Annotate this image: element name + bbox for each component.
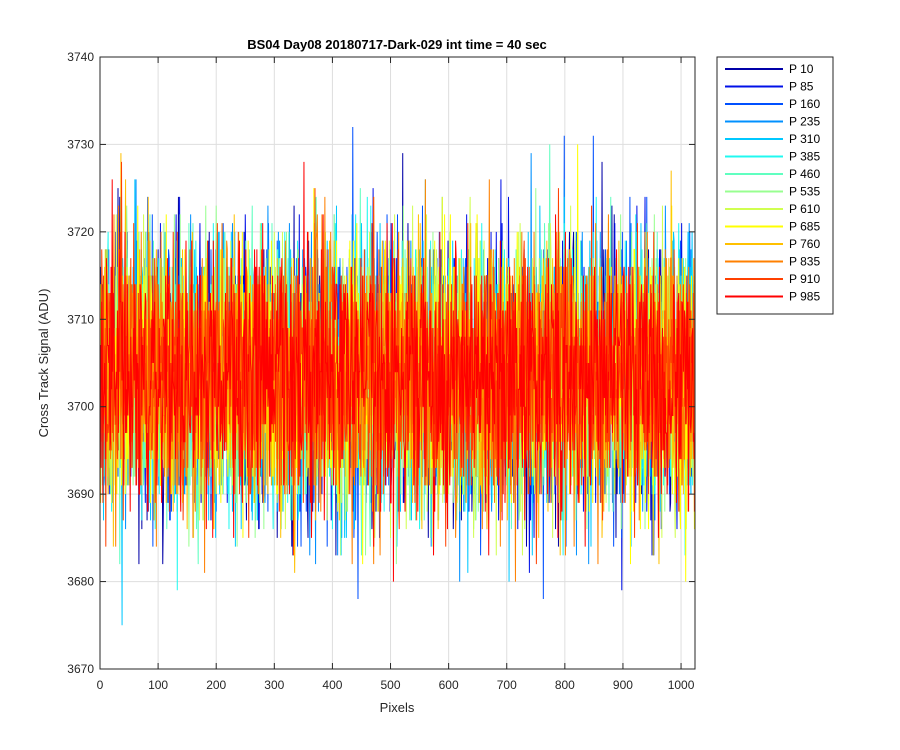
chart-title: BS04 Day08 20180717-Dark-029 int time = … [247, 37, 547, 52]
x-tick-label: 200 [206, 678, 226, 692]
legend-entry-label: P 610 [789, 202, 820, 216]
series-layer [99, 126, 695, 626]
x-tick-label: 500 [381, 678, 401, 692]
legend-box [716, 56, 834, 315]
legend-entry-label: P 460 [789, 167, 820, 181]
y-tick-label: 3730 [67, 137, 94, 151]
x-axis-label: Pixels [380, 700, 415, 715]
x-tick-label: 900 [613, 678, 633, 692]
y-tick-label: 3720 [67, 225, 94, 239]
x-tick-label: 600 [439, 678, 459, 692]
y-tick-label: 3700 [67, 400, 94, 414]
legend-entry-label: P 235 [789, 115, 820, 129]
y-tick-label: 3740 [67, 50, 94, 64]
x-tick-label: 800 [555, 678, 575, 692]
legend-entry-label: P 310 [789, 132, 820, 146]
legend-entry-label: P 835 [789, 255, 820, 269]
legend-entry-label: P 385 [789, 150, 820, 164]
legend-entry-label: P 535 [789, 185, 820, 199]
x-tick-label: 300 [264, 678, 284, 692]
y-tick-label: 3670 [67, 662, 94, 676]
legend-entry-label: P 685 [789, 220, 820, 234]
y-tick-label: 3680 [67, 575, 94, 589]
legend-entry-label: P 85 [789, 80, 814, 94]
ticks: 0 100 200 300 400 500 600 700 800 900 1000 3670 3680… [67, 50, 695, 692]
y-tick-label: 3690 [67, 487, 94, 501]
x-tick-label: 0 [97, 678, 104, 692]
series-line-p-985 [100, 161, 695, 582]
y-axis-label: Cross Track Signal (ADU) [36, 289, 51, 438]
legend: P 10 P 85 P 160 P 235 P 310 P 385 P 460 P 535 P … [716, 56, 834, 315]
plot-frame [99, 56, 696, 670]
legend-entry-label: P 10 [789, 62, 814, 76]
x-tick-label: 1000 [668, 678, 695, 692]
legend-entry-label: P 160 [789, 97, 820, 111]
legend-entry-label: P 910 [789, 272, 820, 286]
x-tick-label: 700 [497, 678, 517, 692]
legend-entry-label: P 985 [789, 290, 820, 304]
y-tick-label: 3710 [67, 312, 94, 326]
x-tick-label: 400 [322, 678, 342, 692]
legend-entry-label: P 760 [789, 237, 820, 251]
x-tick-label: 100 [148, 678, 168, 692]
